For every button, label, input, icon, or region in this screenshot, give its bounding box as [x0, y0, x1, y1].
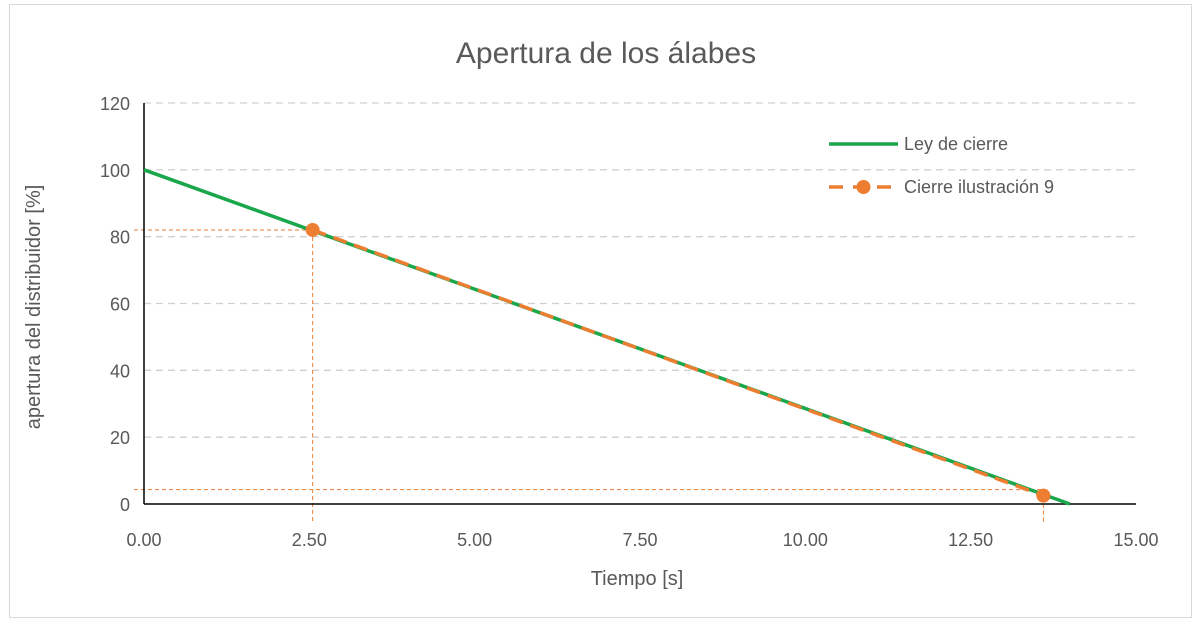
y-tick-label: 120 — [100, 94, 130, 114]
legend: Ley de cierre Cierre ilustración 9 — [829, 134, 1054, 197]
y-tick-label: 100 — [100, 161, 130, 181]
axes: 0 20 40 60 80 100 120 0.00 2.50 5.00 7.50 10.00 12.5… — [100, 94, 1159, 550]
series-layer — [143, 168, 1071, 506]
x-tick-label: 2.50 — [292, 530, 327, 550]
y-tick-label: 80 — [110, 228, 130, 248]
legend-label: Ley de cierre — [904, 134, 1008, 154]
x-tick-label: 5.00 — [457, 530, 492, 550]
y-tick-label: 20 — [110, 428, 130, 448]
data-point — [1036, 488, 1051, 503]
y-tick-label: 60 — [110, 295, 130, 315]
data-point — [305, 222, 320, 237]
gridlines — [144, 102, 1136, 438]
line-chart: Apertura de los álabes 0 20 40 60 80 100 120 0.… — [23, 37, 1159, 590]
reference-lines — [134, 229, 1044, 522]
x-tick-label: 0.00 — [126, 530, 161, 550]
legend-marker — [856, 180, 871, 194]
x-tick-label: 7.50 — [622, 530, 657, 550]
chart-frame: Apertura de los álabes 0 20 40 60 80 100 120 0.… — [9, 4, 1192, 618]
x-tick-label: 10.00 — [783, 530, 828, 550]
y-tick-label: 0 — [120, 495, 130, 515]
series-line-cierre-ilustracion-9 — [312, 228, 1045, 498]
y-axis-title: apertura del distribuidor [%] — [23, 185, 45, 430]
chart-title: Apertura de los álabes — [456, 37, 756, 70]
x-tick-label: 12.50 — [948, 530, 993, 550]
x-axis-title: Tiempo [s] — [591, 568, 684, 590]
x-tick-label: 15.00 — [1113, 530, 1158, 550]
y-tick-label: 40 — [110, 361, 130, 381]
legend-label: Cierre ilustración 9 — [904, 177, 1054, 197]
